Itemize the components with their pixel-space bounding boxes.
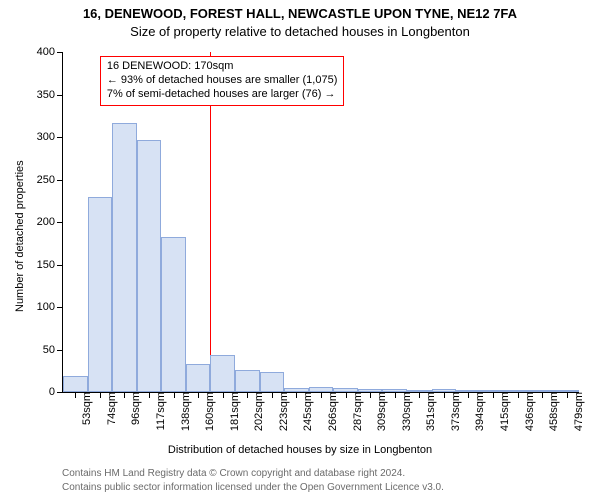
- plot-area: 16 DENEWOOD: 170sqm ← 93% of detached ho…: [62, 52, 579, 393]
- annotation-box: 16 DENEWOOD: 170sqm ← 93% of detached ho…: [100, 56, 345, 105]
- y-tick-label: 0: [49, 386, 63, 398]
- x-tick-label: 160sqm: [202, 392, 216, 431]
- histogram-bar: [530, 390, 555, 392]
- x-tick: [419, 392, 420, 398]
- x-tick: [296, 392, 297, 398]
- histogram-bar: [112, 123, 137, 392]
- x-tick-label: 479sqm: [571, 392, 585, 431]
- x-tick: [468, 392, 469, 398]
- chart-subtitle: Size of property relative to detached ho…: [0, 24, 600, 39]
- y-tick-label: 300: [37, 131, 63, 143]
- x-tick: [124, 392, 125, 398]
- histogram-bar: [481, 390, 506, 392]
- x-tick-label: 458sqm: [546, 392, 560, 431]
- x-tick-label: 436sqm: [522, 392, 536, 431]
- x-tick: [272, 392, 273, 398]
- x-tick: [567, 392, 568, 398]
- x-tick-label: 202sqm: [251, 392, 265, 431]
- x-tick: [198, 392, 199, 398]
- y-tick-label: 50: [43, 344, 63, 356]
- y-tick-label: 400: [37, 46, 63, 58]
- x-tick: [444, 392, 445, 398]
- x-tick: [174, 392, 175, 398]
- histogram-bar: [333, 388, 358, 392]
- footer-line-1: Contains HM Land Registry data © Crown c…: [62, 468, 405, 479]
- y-tick-label: 150: [37, 259, 63, 271]
- histogram-bar: [260, 372, 285, 392]
- x-tick: [321, 392, 322, 398]
- histogram-bar: [235, 370, 260, 392]
- annotation-line-3: 7% of semi-detached houses are larger (7…: [107, 88, 338, 102]
- x-tick-label: 181sqm: [227, 392, 241, 431]
- histogram-bar: [358, 389, 383, 392]
- histogram-bar: [432, 389, 457, 392]
- x-tick-label: 373sqm: [448, 392, 462, 431]
- x-tick: [346, 392, 347, 398]
- x-tick-label: 223sqm: [276, 392, 290, 431]
- x-tick: [247, 392, 248, 398]
- y-tick-label: 350: [37, 89, 63, 101]
- x-tick-label: 266sqm: [325, 392, 339, 431]
- x-tick-label: 309sqm: [374, 392, 388, 431]
- x-tick-label: 96sqm: [128, 392, 142, 425]
- x-tick-label: 138sqm: [178, 392, 192, 431]
- histogram-bar: [554, 390, 579, 392]
- y-tick-label: 100: [37, 301, 63, 313]
- histogram-bar: [456, 390, 481, 392]
- histogram-bar: [63, 376, 88, 392]
- histogram-bar: [505, 390, 530, 392]
- x-tick-label: 351sqm: [423, 392, 437, 431]
- chart-container: 16, DENEWOOD, FOREST HALL, NEWCASTLE UPO…: [0, 0, 600, 500]
- y-tick-label: 250: [37, 174, 63, 186]
- x-tick: [75, 392, 76, 398]
- x-tick-label: 415sqm: [497, 392, 511, 431]
- x-tick-label: 394sqm: [472, 392, 486, 431]
- annotation-line-2: ← 93% of detached houses are smaller (1,…: [107, 74, 338, 88]
- histogram-bar: [382, 389, 407, 392]
- x-tick: [395, 392, 396, 398]
- x-tick-label: 74sqm: [104, 392, 118, 425]
- x-tick-label: 245sqm: [300, 392, 314, 431]
- y-tick-label: 200: [37, 216, 63, 228]
- x-tick: [518, 392, 519, 398]
- histogram-bar: [137, 140, 162, 392]
- x-tick: [370, 392, 371, 398]
- histogram-bar: [161, 237, 186, 392]
- histogram-bar: [186, 364, 211, 392]
- x-tick: [493, 392, 494, 398]
- x-tick-label: 117sqm: [153, 392, 167, 430]
- x-tick-label: 287sqm: [350, 392, 364, 431]
- histogram-bar: [210, 355, 235, 392]
- annotation-line-1: 16 DENEWOOD: 170sqm: [107, 60, 338, 74]
- footer-line-2: Contains public sector information licen…: [62, 482, 444, 493]
- x-tick-label: 330sqm: [399, 392, 413, 431]
- x-axis-label: Distribution of detached houses by size …: [0, 444, 600, 456]
- x-tick: [100, 392, 101, 398]
- x-tick: [223, 392, 224, 398]
- histogram-bar: [88, 197, 113, 392]
- x-tick: [542, 392, 543, 398]
- x-tick-label: 53sqm: [79, 392, 93, 425]
- histogram-bar: [309, 387, 334, 392]
- histogram-bar: [284, 388, 309, 392]
- x-tick: [149, 392, 150, 398]
- chart-title: 16, DENEWOOD, FOREST HALL, NEWCASTLE UPO…: [0, 6, 600, 21]
- histogram-bar: [407, 390, 432, 392]
- y-axis-label: Number of detached properties: [14, 160, 26, 312]
